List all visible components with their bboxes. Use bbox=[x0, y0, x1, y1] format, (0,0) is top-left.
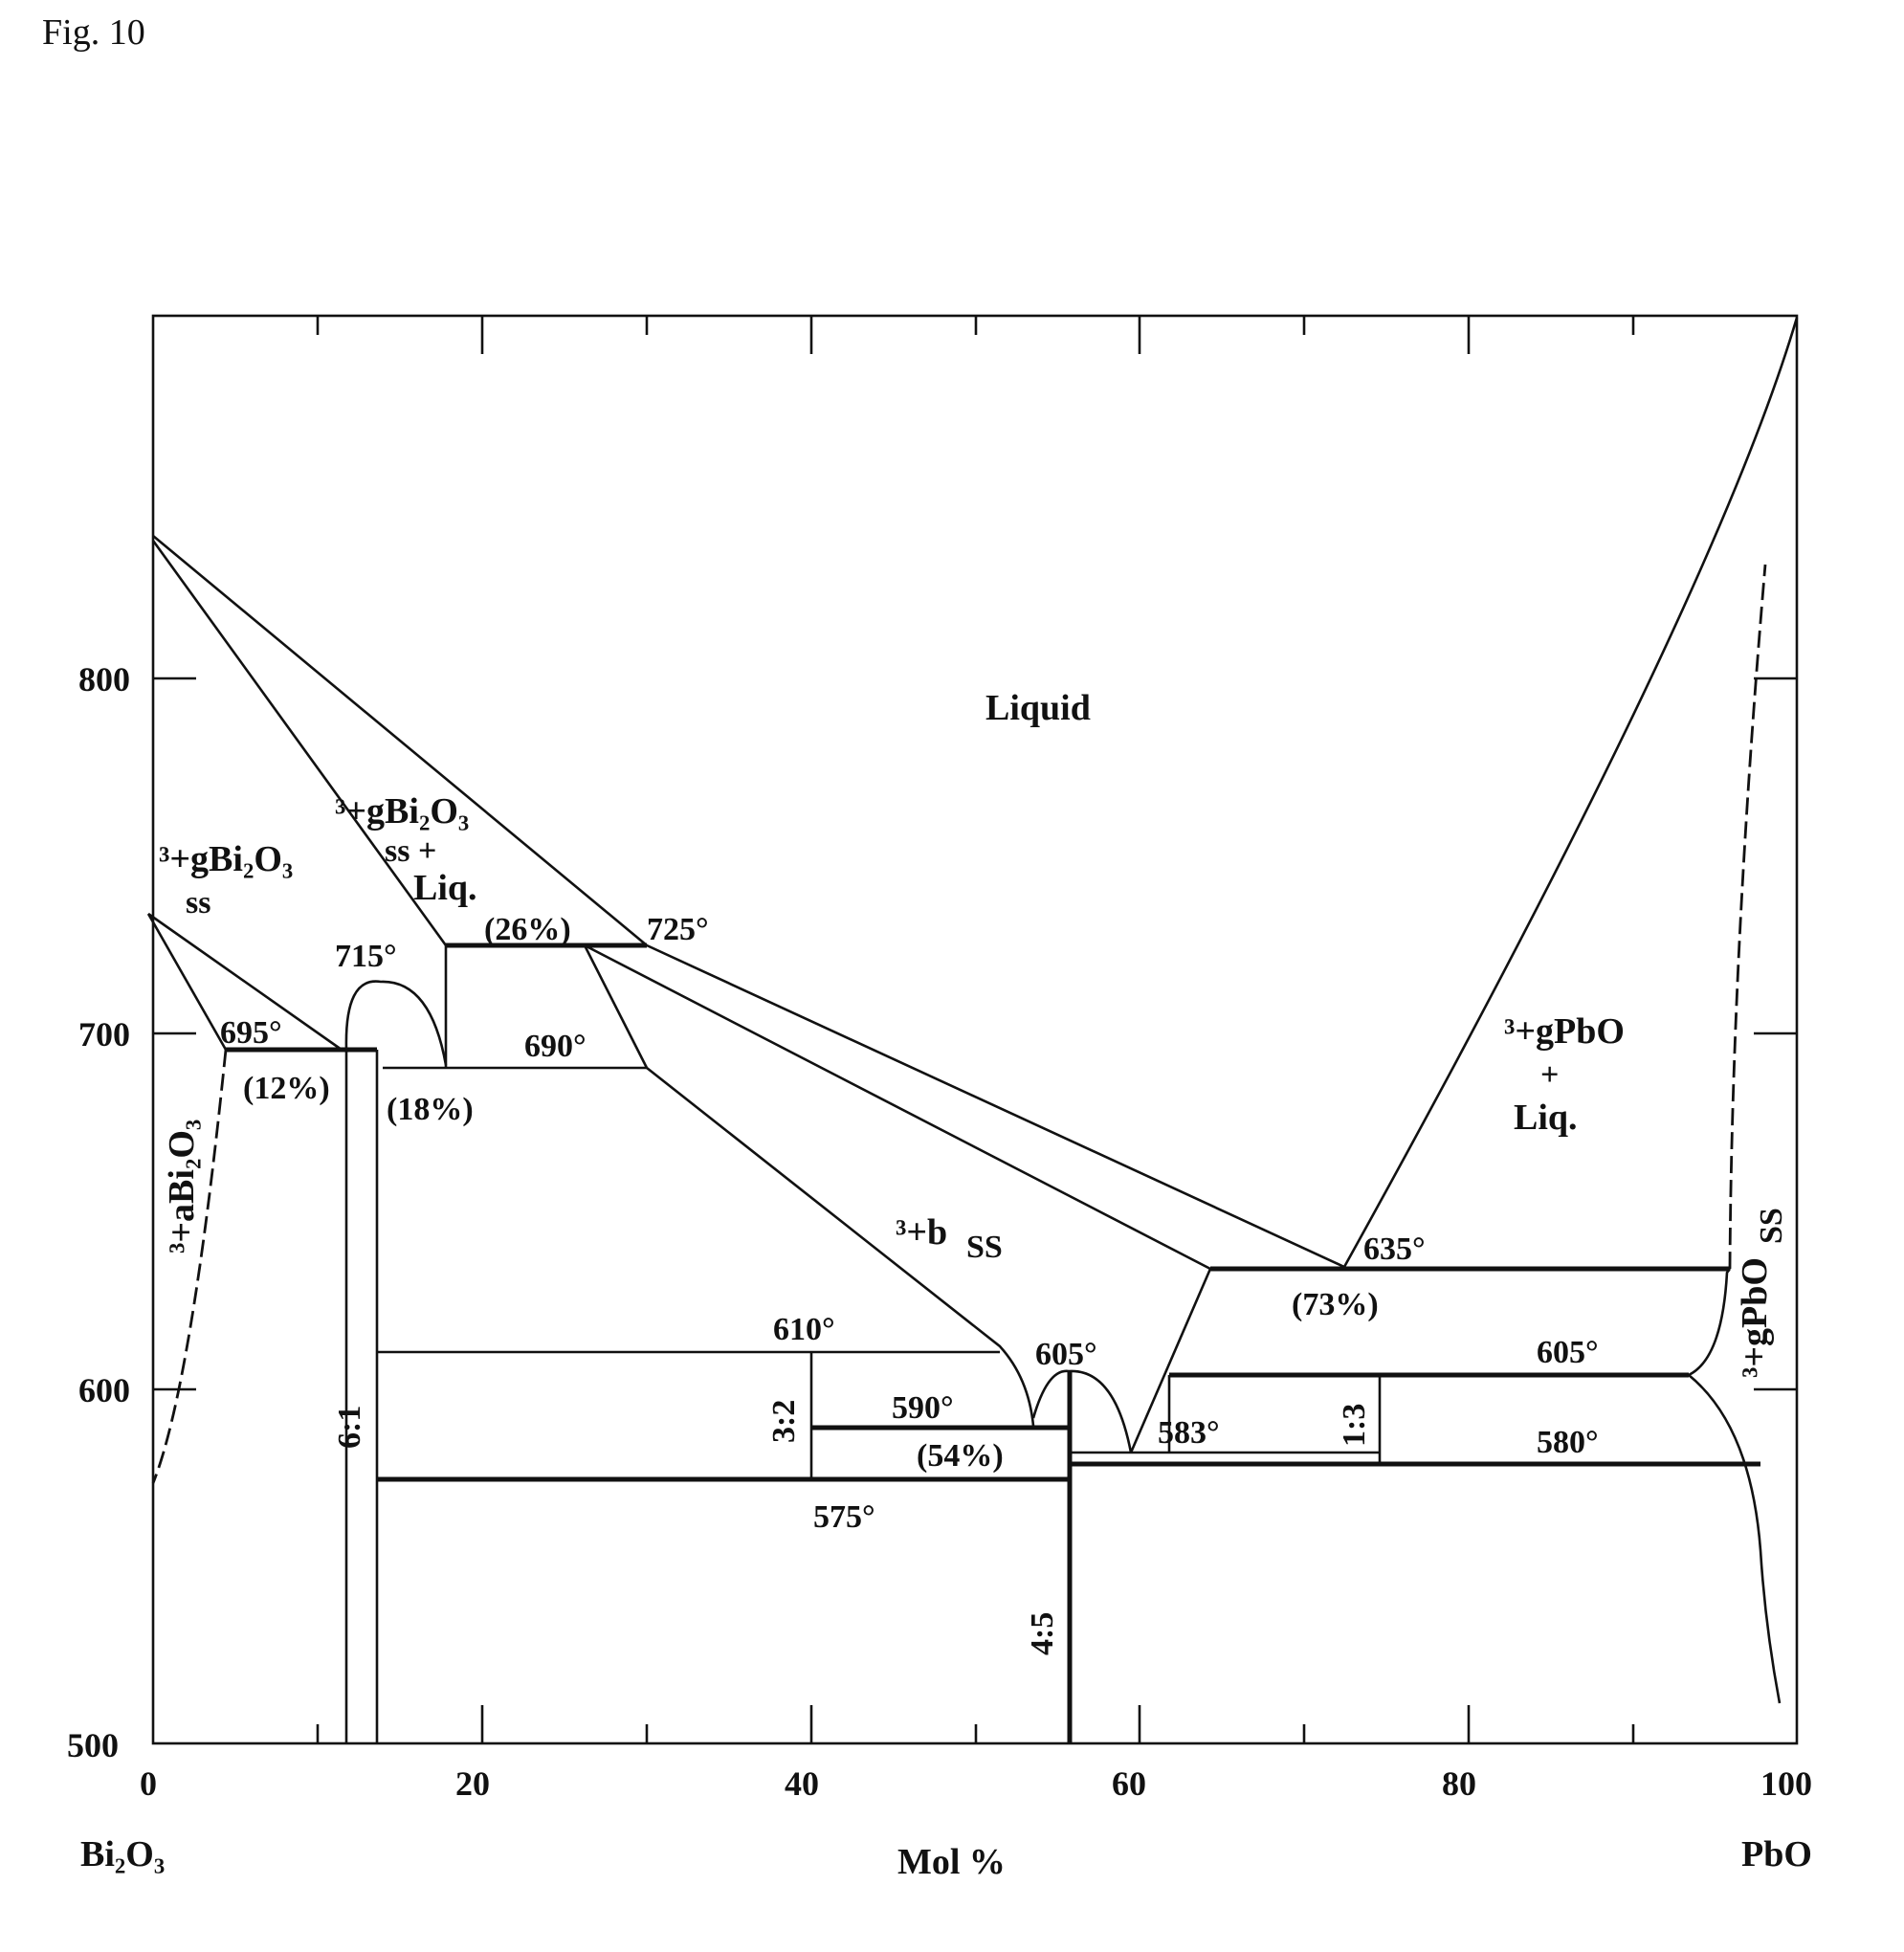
x-tick-100: 100 bbox=[1760, 1764, 1812, 1803]
axis-ticks bbox=[153, 316, 1797, 1743]
x-tick-40: 40 bbox=[785, 1764, 819, 1803]
region-gamma-bi2o3-ss-sub: ss bbox=[186, 885, 210, 921]
region-pbo-liq-line3: Liq. bbox=[1514, 1098, 1578, 1138]
liquidus-73-to-583 bbox=[1129, 1268, 1212, 1453]
isotherms bbox=[226, 943, 1760, 1482]
y-tick-500: 500 bbox=[67, 1726, 119, 1764]
y-tick-700: 700 bbox=[78, 1015, 130, 1054]
region-liquid: Liquid bbox=[985, 688, 1091, 728]
x-tick-60: 60 bbox=[1112, 1764, 1146, 1803]
beta-solidus bbox=[583, 944, 649, 1069]
compound-6-1-label: 6:1 bbox=[332, 1406, 367, 1449]
x-axis-left-end-label: Bi₂O₃ bbox=[80, 1834, 165, 1874]
gamma-bi2o3-solidus bbox=[151, 540, 448, 946]
x-axis-right-end-label: PbO bbox=[1741, 1834, 1812, 1874]
comp-18: (18%) bbox=[387, 1092, 474, 1127]
y-tick-800: 800 bbox=[78, 660, 130, 699]
figure-label: Fig. 10 bbox=[42, 12, 145, 53]
beta-ss-boundary bbox=[646, 1066, 1035, 1427]
congruent-6-1-dome bbox=[344, 980, 448, 1066]
x-tick-20: 20 bbox=[455, 1764, 490, 1803]
temp-715: 715° bbox=[335, 939, 397, 974]
region-beta-ss: ³+b bbox=[896, 1212, 947, 1253]
comp-12: (12%) bbox=[243, 1071, 330, 1106]
region-beta-ss-sub: SS bbox=[966, 1230, 1003, 1265]
region-gamma-liq-line3: Liq. bbox=[413, 868, 477, 908]
phase-boundaries bbox=[146, 317, 1799, 1704]
temp-690: 690° bbox=[524, 1029, 587, 1064]
temp-725: 725° bbox=[647, 912, 709, 947]
temp-583: 583° bbox=[1158, 1415, 1220, 1451]
liquidus-pbo-side bbox=[1342, 317, 1799, 1268]
compound-lines bbox=[344, 945, 1382, 1743]
x-axis-title: Mol % bbox=[897, 1842, 1006, 1882]
temp-635: 635° bbox=[1363, 1231, 1426, 1267]
pbo-ss-upper bbox=[1688, 1268, 1732, 1377]
temp-580: 580° bbox=[1537, 1425, 1599, 1460]
region-pbo-ss-sub: SS bbox=[1754, 1208, 1789, 1244]
temp-695: 695° bbox=[220, 1015, 282, 1051]
region-alpha-bi2o3: ³+aBi₂O₃ bbox=[162, 1120, 202, 1253]
alpha-upper-boundary bbox=[146, 913, 228, 1051]
comp-73: (73%) bbox=[1292, 1287, 1379, 1322]
region-gamma-bi2o3-ss: ³+gBi₂O₃ bbox=[159, 839, 293, 879]
temp-590: 590° bbox=[892, 1390, 954, 1426]
liquidus-left-upper bbox=[152, 534, 648, 947]
comp-26: (26%) bbox=[484, 912, 571, 947]
region-pbo-liq-line1: ³+gPbO bbox=[1504, 1011, 1625, 1052]
temp-605: 605° bbox=[1537, 1335, 1599, 1370]
beta-liquidus bbox=[584, 943, 1211, 1271]
pbo-ss-dashed bbox=[1728, 564, 1767, 1270]
alpha-bi2o3-boundary bbox=[151, 1049, 228, 1484]
temp-605-dome: 605° bbox=[1035, 1337, 1097, 1372]
temp-575: 575° bbox=[813, 1499, 875, 1535]
region-gamma-liq-line2: ss + bbox=[385, 833, 436, 869]
congruent-4-5-dome bbox=[1031, 1369, 1133, 1453]
liquidus-left-lower bbox=[646, 943, 1345, 1269]
compound-3-2-label: 3:2 bbox=[766, 1400, 802, 1443]
compound-4-5-label: 4:5 bbox=[1025, 1612, 1060, 1655]
region-pbo-ss: ³+gPbO bbox=[1735, 1257, 1775, 1378]
temp-610: 610° bbox=[773, 1312, 835, 1347]
region-pbo-liq-line2: + bbox=[1540, 1057, 1559, 1093]
pbo-ss-lower bbox=[1688, 1373, 1782, 1704]
gamma-lower-boundary bbox=[147, 912, 343, 1052]
comp-54: (54%) bbox=[917, 1438, 1004, 1474]
compound-1-3-label: 1:3 bbox=[1337, 1404, 1372, 1447]
x-tick-0: 0 bbox=[140, 1764, 157, 1803]
region-gamma-liq-line1: ³+gBi₂O₃ bbox=[335, 791, 469, 832]
y-tick-600: 600 bbox=[78, 1371, 130, 1409]
x-tick-80: 80 bbox=[1442, 1764, 1476, 1803]
